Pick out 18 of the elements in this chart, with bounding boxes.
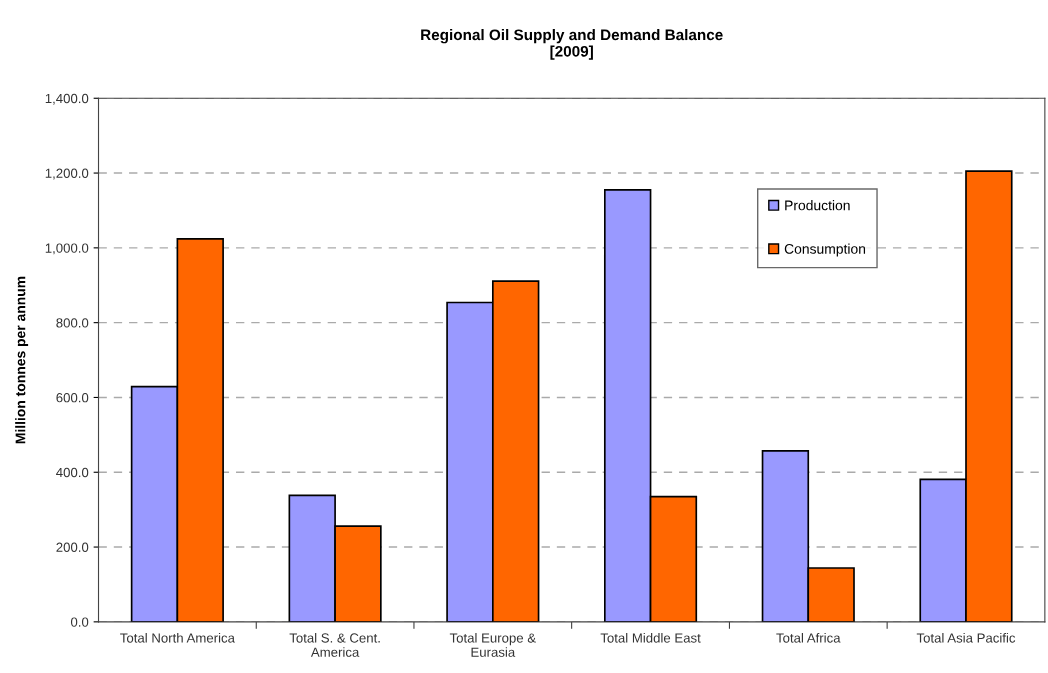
- y-tick-label: 400.0: [56, 467, 89, 478]
- legend-label: Consumption: [784, 243, 866, 257]
- y-tick-label: 0.0: [70, 617, 89, 627]
- x-tick-label: Total Africa: [776, 632, 841, 643]
- y-tick-label: 1,400.0: [45, 93, 89, 105]
- chart-title: Regional Oil Supply and Demand Balance [2009]: [421, 29, 723, 60]
- legend-label: Production: [785, 200, 850, 211]
- y-tick-label: 200.0: [56, 542, 89, 552]
- y-tick-label: 1,000.0: [45, 243, 89, 255]
- y-axis-title: Million tonnes per annum: [15, 276, 29, 444]
- x-tick-label: Total S. & Cent. America: [289, 632, 380, 657]
- y-tick-label: 1,200.0: [45, 168, 89, 180]
- y-tick-label: 600.0: [56, 393, 89, 403]
- x-tick-label: Total North America: [120, 632, 235, 643]
- x-tick-label: Total Asia Pacific: [916, 632, 1016, 643]
- x-tick-label: Total Middle East: [600, 632, 701, 643]
- x-tick-label: Total Europe & Eurasia: [449, 632, 536, 657]
- y-tick-label: 800.0: [56, 318, 89, 328]
